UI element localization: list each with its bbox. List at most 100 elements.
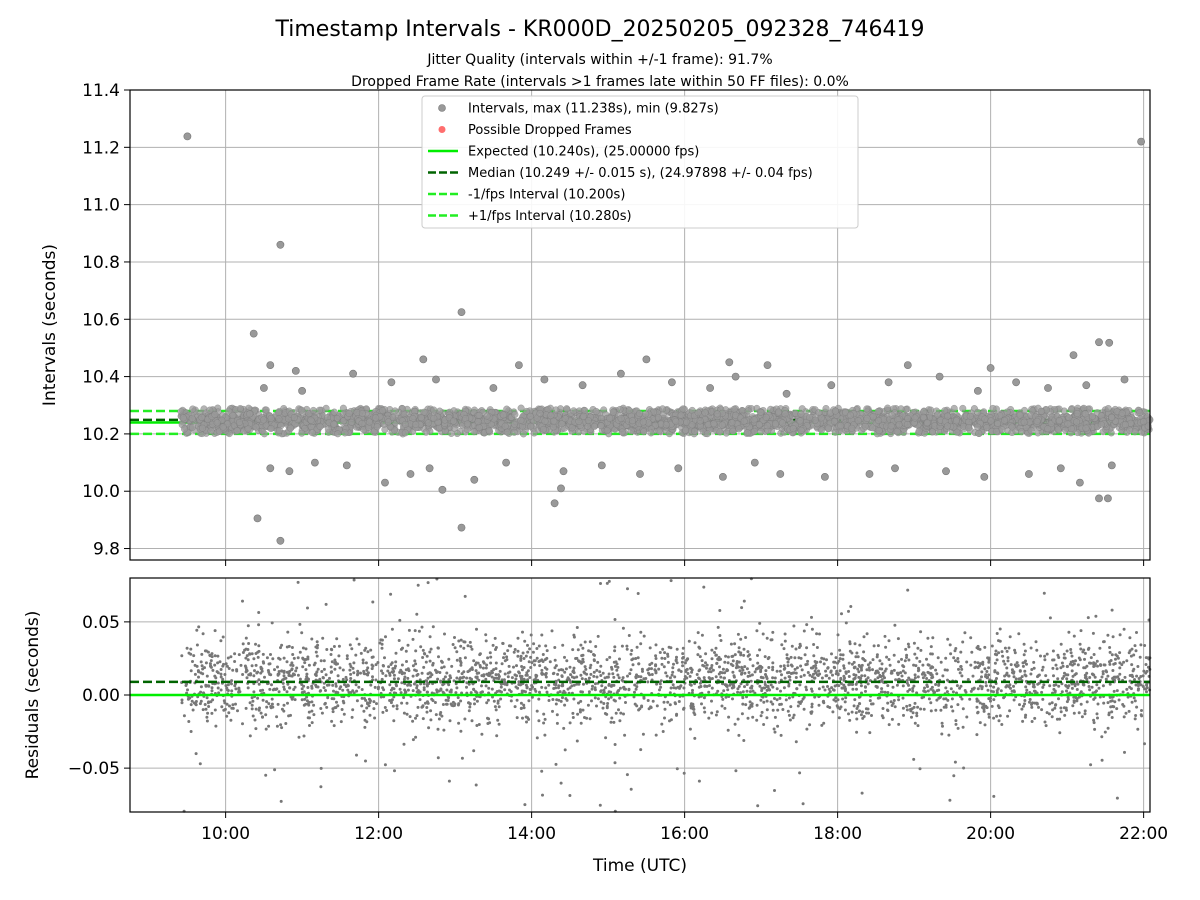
- residual-point: [618, 719, 622, 723]
- residual-point: [1128, 636, 1132, 640]
- interval-point: [581, 406, 589, 415]
- residual-point: [742, 599, 746, 603]
- residual-point: [843, 700, 847, 704]
- residual-point: [390, 698, 394, 702]
- jitter-quality-subtitle: Jitter Quality (intervals within +/-1 fr…: [426, 52, 772, 68]
- residual-point: [436, 727, 440, 731]
- interval-point: [778, 419, 786, 427]
- residual-point: [579, 721, 583, 725]
- residual-point: [335, 700, 338, 704]
- residual-point: [564, 697, 568, 701]
- residual-point: [498, 669, 502, 673]
- residual-point: [1087, 685, 1091, 688]
- residual-point: [1063, 713, 1067, 717]
- residual-point: [682, 707, 685, 711]
- residual-point: [858, 709, 862, 713]
- residual-point: [253, 718, 257, 722]
- residual-point: [345, 657, 349, 661]
- residual-point: [868, 661, 872, 665]
- interval-point: [1118, 409, 1126, 417]
- top-y-tick-label: 11.4: [82, 81, 120, 101]
- interval-point: [696, 417, 704, 425]
- residual-point: [783, 632, 787, 636]
- residual-point: [854, 711, 858, 715]
- interval-point: [526, 412, 534, 420]
- residual-point: [1103, 663, 1107, 667]
- residual-point: [310, 637, 314, 641]
- residual-point: [975, 705, 979, 709]
- residual-point: [1118, 661, 1122, 665]
- residual-point: [612, 675, 616, 679]
- residual-point: [948, 643, 952, 647]
- residual-point: [601, 706, 605, 710]
- residual-point: [537, 719, 541, 723]
- residual-point: [908, 703, 912, 707]
- residual-point: [1109, 699, 1113, 703]
- residual-point: [189, 647, 193, 651]
- interval-point: [694, 409, 702, 417]
- residual-point: [607, 690, 611, 694]
- residual-point: [1079, 629, 1083, 633]
- interval-outlier-point: [419, 355, 428, 364]
- residual-point: [640, 667, 644, 671]
- residual-point: [1062, 656, 1066, 660]
- residual-point: [426, 701, 430, 705]
- residual-point: [876, 696, 880, 700]
- residual-point: [459, 644, 463, 648]
- residual-point: [781, 708, 785, 711]
- residual-point: [1059, 706, 1063, 710]
- residual-point: [863, 674, 867, 678]
- interval-point: [992, 427, 1000, 436]
- residual-point: [613, 618, 617, 621]
- residual-point: [987, 712, 991, 716]
- residual-point: [1023, 669, 1027, 673]
- interval-point: [888, 411, 896, 419]
- residual-point: [486, 656, 490, 660]
- residual-point: [554, 683, 558, 687]
- residual-point: [666, 700, 670, 704]
- residual-point: [279, 723, 283, 727]
- residual-point: [960, 674, 964, 678]
- interval-outlier-point: [1095, 494, 1103, 503]
- residual-point: [257, 644, 261, 648]
- residual-point: [831, 710, 835, 714]
- residual-point: [812, 654, 816, 658]
- residual-point: [748, 690, 752, 694]
- residual-point: [595, 675, 599, 679]
- interval-point: [339, 404, 347, 412]
- residual-point: [198, 762, 202, 766]
- residual-point: [1072, 711, 1076, 715]
- interval-outlier-point: [903, 361, 912, 369]
- residual-point: [1069, 651, 1073, 655]
- interval-point: [869, 413, 877, 421]
- residual-point: [489, 655, 493, 659]
- interval-outlier-point: [1025, 470, 1033, 478]
- residual-point: [1108, 682, 1112, 686]
- interval-point: [628, 417, 637, 425]
- residual-point: [579, 673, 583, 677]
- residual-point: [880, 690, 884, 694]
- residual-point: [893, 705, 897, 709]
- residual-point: [1005, 666, 1009, 670]
- residual-point: [341, 677, 345, 681]
- interval-point: [944, 412, 952, 420]
- residual-point: [995, 658, 999, 662]
- residual-point: [851, 687, 855, 691]
- residual-point: [301, 646, 305, 650]
- residual-point: [999, 689, 1003, 693]
- interval-point: [994, 419, 1002, 428]
- interval-point: [550, 417, 558, 425]
- residual-point: [997, 719, 1001, 723]
- residual-point: [913, 673, 917, 677]
- residual-point: [468, 640, 472, 644]
- residual-point: [441, 703, 445, 706]
- interval-outlier-point: [515, 361, 523, 369]
- residual-point: [803, 653, 807, 657]
- residual-point: [321, 636, 325, 640]
- residual-point: [876, 644, 880, 648]
- residual-point: [463, 656, 467, 660]
- residual-point: [535, 709, 539, 713]
- residual-point: [387, 665, 391, 669]
- residual-point: [822, 662, 826, 666]
- residual-point: [519, 706, 523, 710]
